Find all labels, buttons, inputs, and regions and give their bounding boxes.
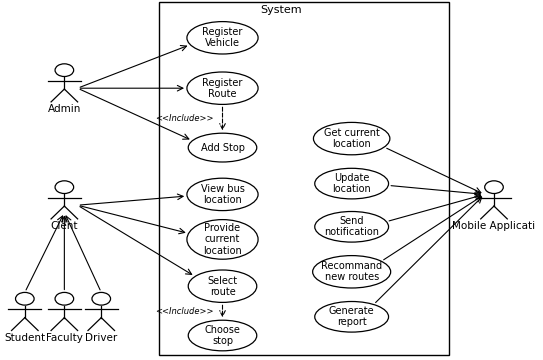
Text: Driver: Driver — [85, 333, 117, 343]
Ellipse shape — [187, 178, 258, 211]
Text: Register
Vehicle: Register Vehicle — [203, 27, 243, 48]
Ellipse shape — [313, 256, 390, 288]
Circle shape — [55, 181, 74, 194]
Circle shape — [55, 292, 74, 305]
Text: Register
Route: Register Route — [203, 78, 243, 99]
Ellipse shape — [315, 211, 389, 242]
Text: Admin: Admin — [48, 104, 81, 114]
Circle shape — [92, 292, 111, 305]
Ellipse shape — [315, 168, 389, 199]
Text: Student: Student — [4, 333, 46, 343]
Text: System: System — [260, 5, 302, 15]
Ellipse shape — [315, 302, 389, 332]
Circle shape — [16, 292, 34, 305]
Ellipse shape — [187, 220, 258, 259]
Text: Faculty: Faculty — [46, 333, 83, 343]
Text: Add Stop: Add Stop — [200, 143, 244, 153]
Text: View bus
location: View bus location — [200, 184, 244, 205]
Text: Send
notification: Send notification — [324, 216, 379, 237]
Ellipse shape — [188, 320, 257, 351]
Text: Get current
location: Get current location — [324, 128, 380, 149]
Ellipse shape — [188, 133, 257, 162]
Text: Mobile Applicati: Mobile Applicati — [452, 221, 535, 231]
Text: Select
route: Select route — [207, 276, 238, 297]
Text: <<Include>>: <<Include>> — [155, 114, 214, 123]
Text: Choose
stop: Choose stop — [205, 325, 241, 346]
Ellipse shape — [188, 270, 257, 302]
Text: Clent: Clent — [50, 221, 78, 231]
Text: Provide
current
location: Provide current location — [203, 223, 242, 256]
Text: Update
location: Update location — [332, 173, 371, 194]
Text: <<Include>>: <<Include>> — [155, 307, 214, 316]
Ellipse shape — [313, 122, 390, 155]
Circle shape — [55, 64, 74, 77]
Ellipse shape — [187, 72, 258, 104]
Ellipse shape — [187, 22, 258, 54]
Circle shape — [485, 181, 503, 194]
Text: Generate
report: Generate report — [329, 306, 375, 327]
Text: Recommand
new routes: Recommand new routes — [321, 261, 382, 282]
